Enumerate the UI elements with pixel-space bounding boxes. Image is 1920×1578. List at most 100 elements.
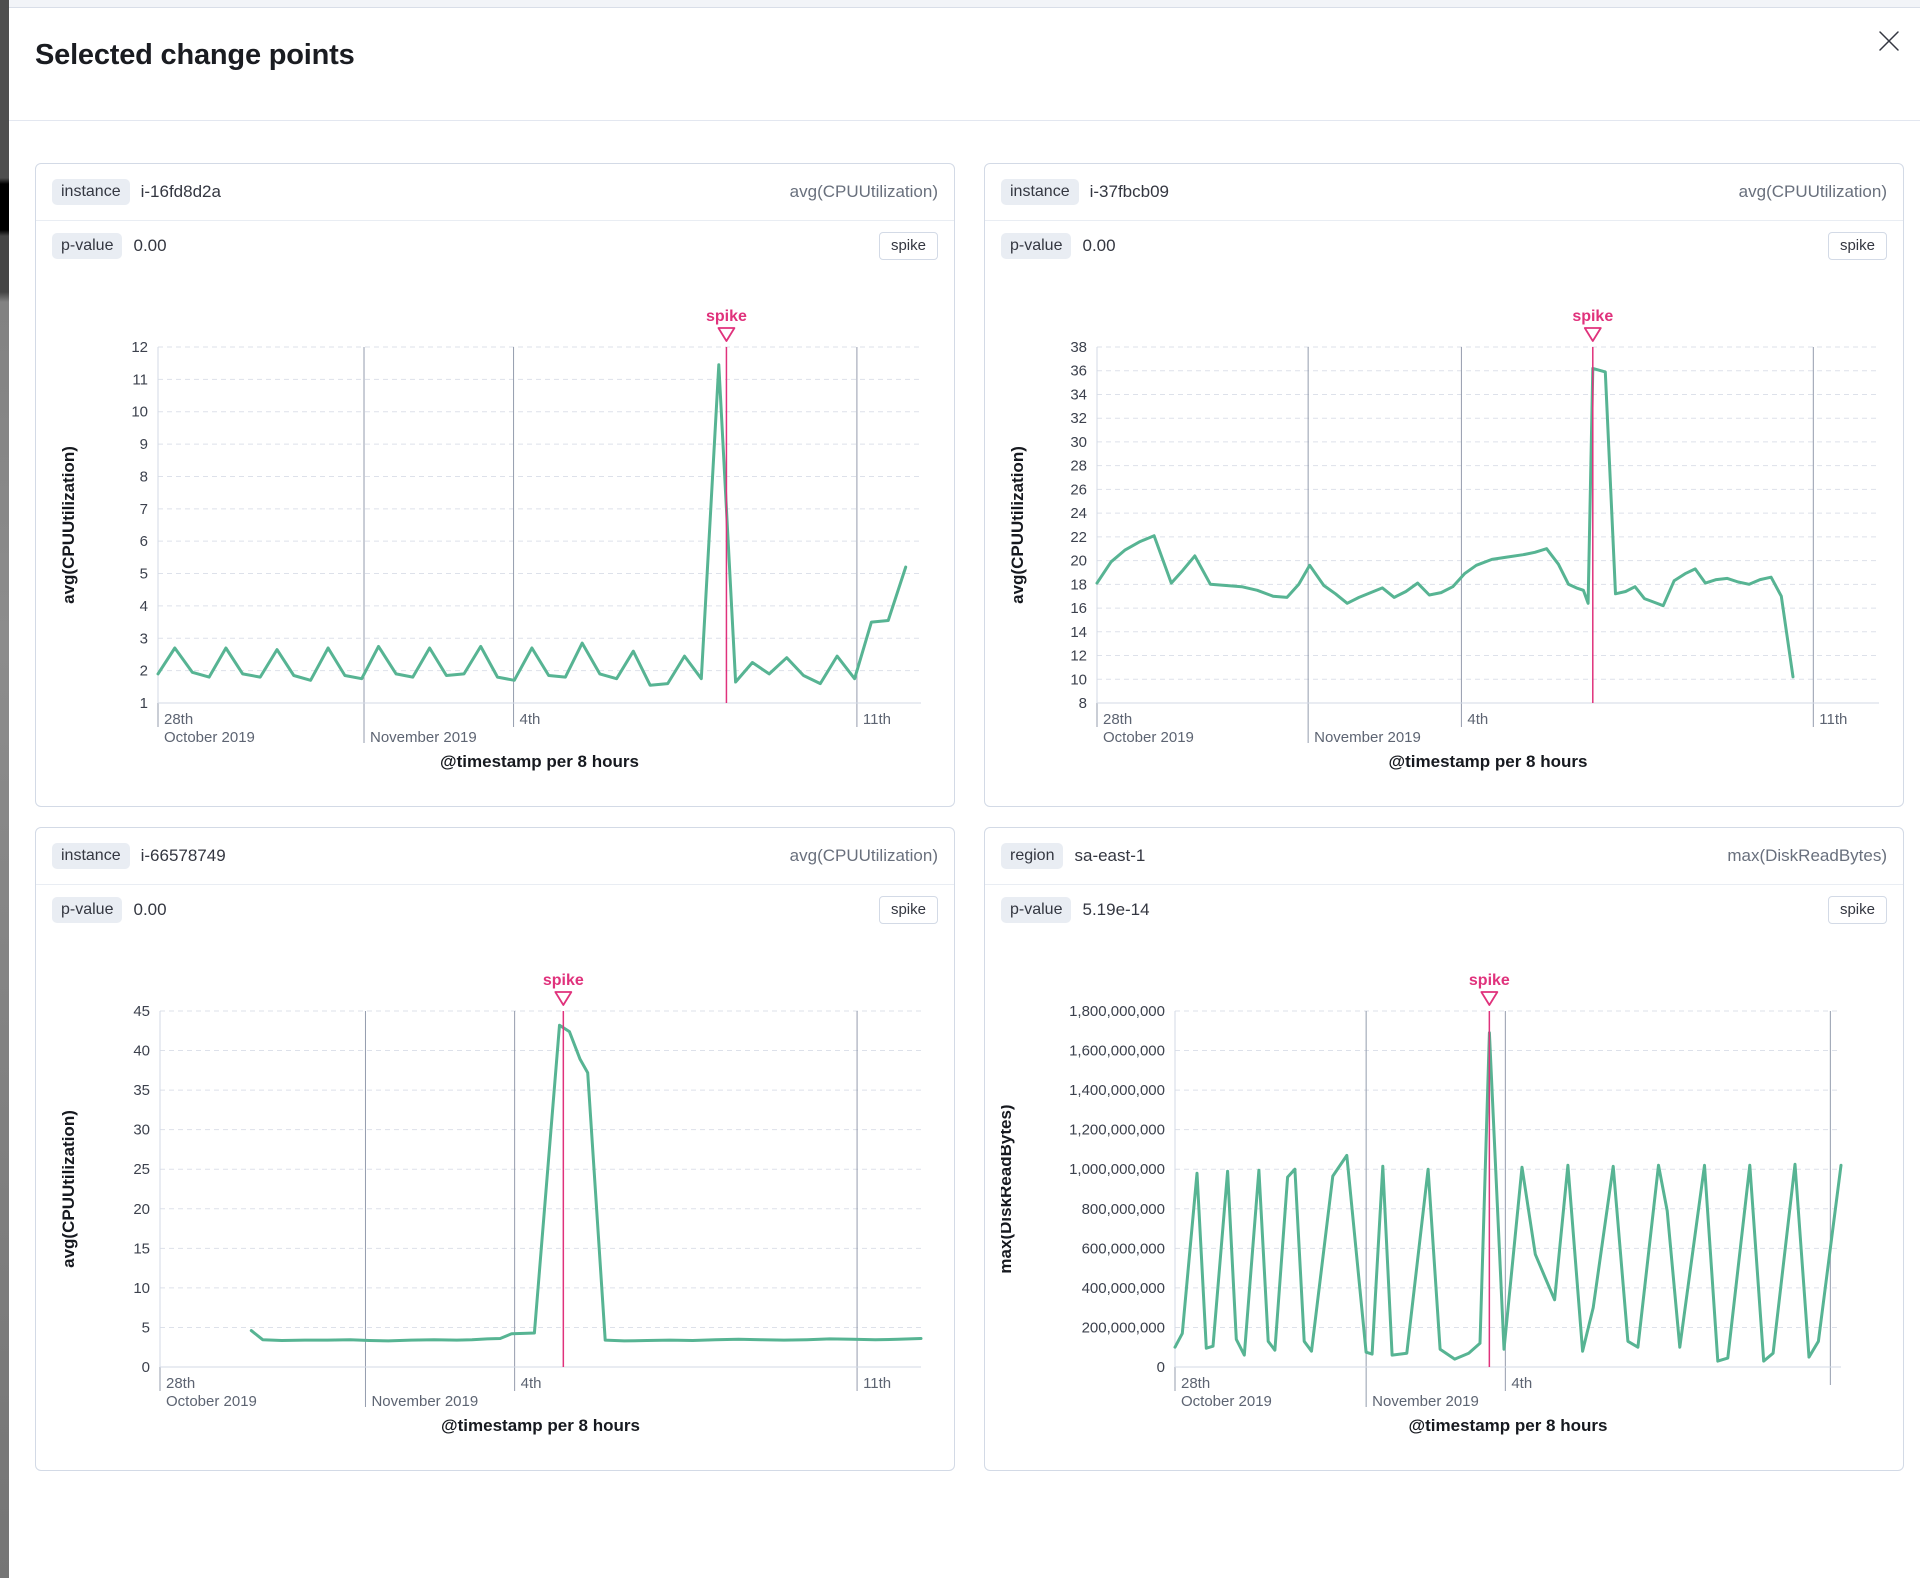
svg-text:5: 5 (142, 1319, 150, 1336)
svg-text:4th: 4th (520, 711, 541, 728)
pvalue-value: 5.19e-14 (1082, 900, 1150, 919)
svg-text:32: 32 (1070, 410, 1087, 427)
svg-text:1,600,000,000: 1,600,000,000 (1069, 1043, 1165, 1060)
svg-text:spike: spike (1572, 308, 1613, 325)
close-icon[interactable] (1872, 24, 1906, 58)
field-value: i-66578749 (140, 846, 226, 865)
svg-text:38: 38 (1070, 339, 1087, 356)
svg-text:28th: 28th (166, 1375, 195, 1392)
svg-text:200,000,000: 200,000,000 (1082, 1319, 1165, 1336)
field-value: i-16fd8d2a (140, 182, 221, 201)
svg-text:1,200,000,000: 1,200,000,000 (1069, 1122, 1165, 1139)
svg-text:25: 25 (133, 1161, 150, 1178)
svg-text:October 2019: October 2019 (164, 729, 255, 746)
svg-text:34: 34 (1070, 386, 1087, 403)
svg-text:avg(CPUUtilization): avg(CPUUtilization) (59, 446, 78, 604)
modal-top-edge (9, 0, 1920, 8)
svg-text:11th: 11th (863, 1375, 891, 1392)
svg-text:28th: 28th (1181, 1375, 1210, 1392)
field-name-badge: region (1001, 843, 1064, 869)
svg-text:24: 24 (1070, 505, 1087, 522)
svg-text:20: 20 (1070, 553, 1087, 570)
field-value: sa-east-1 (1074, 846, 1146, 865)
svg-text:26: 26 (1070, 481, 1087, 498)
svg-text:14: 14 (1070, 624, 1087, 641)
svg-text:16: 16 (1070, 600, 1087, 617)
svg-text:8: 8 (1079, 695, 1087, 712)
svg-text:40: 40 (133, 1043, 150, 1060)
svg-text:10: 10 (1070, 671, 1087, 688)
svg-text:3: 3 (140, 630, 148, 647)
change-type-badge: spike (1827, 232, 1887, 260)
svg-text:0: 0 (142, 1359, 150, 1376)
svg-text:28th: 28th (164, 711, 193, 728)
svg-text:36: 36 (1070, 363, 1087, 380)
svg-text:4th: 4th (1511, 1375, 1532, 1392)
svg-text:spike: spike (1469, 972, 1510, 989)
pvalue-value: 0.00 (1082, 236, 1116, 255)
svg-text:11th: 11th (863, 711, 891, 728)
field-value: i-37fbcb09 (1089, 182, 1169, 201)
svg-text:800,000,000: 800,000,000 (1082, 1201, 1165, 1218)
panel-header-row: instance i-16fd8d2a avg(CPUUtilization) (36, 164, 954, 221)
change-point-chart: 8 10 12 14 16 18 20 22 24 26 28 30 32 34 36 38 28thOctob… (1008, 308, 1879, 771)
svg-text:8: 8 (140, 468, 148, 485)
background-page-sliver (0, 0, 9, 1578)
svg-text:November 2019: November 2019 (1314, 729, 1421, 746)
svg-text:November 2019: November 2019 (370, 729, 477, 746)
metric-label: avg(CPUUtilization) (1738, 182, 1887, 201)
svg-text:avg(CPUUtilization): avg(CPUUtilization) (59, 1110, 78, 1268)
svg-text:October 2019: October 2019 (1181, 1393, 1272, 1410)
svg-text:12: 12 (131, 339, 148, 356)
svg-text:October 2019: October 2019 (1103, 729, 1194, 746)
svg-text:10: 10 (131, 404, 148, 421)
svg-text:5: 5 (140, 566, 148, 583)
panel-pvalue-row: p-value 5.19e-14 spike (985, 885, 1903, 937)
svg-text:October 2019: October 2019 (166, 1393, 257, 1410)
change-point-panel: instance i-66578749 avg(CPUUtilization) … (35, 827, 955, 1471)
svg-text:2: 2 (140, 663, 148, 680)
change-point-grid: instance i-16fd8d2a avg(CPUUtilization) … (35, 163, 1920, 1471)
field-name-badge: instance (52, 179, 130, 205)
svg-text:10: 10 (133, 1280, 150, 1297)
svg-text:30: 30 (1070, 434, 1087, 451)
svg-text:11th: 11th (1819, 711, 1847, 728)
change-type-badge: spike (878, 896, 938, 924)
svg-text:28: 28 (1070, 458, 1087, 475)
svg-text:max(DiskReadBytes): max(DiskReadBytes) (1001, 1104, 1015, 1273)
svg-text:November 2019: November 2019 (371, 1393, 478, 1410)
svg-text:1,400,000,000: 1,400,000,000 (1069, 1082, 1165, 1099)
svg-text:15: 15 (133, 1240, 150, 1257)
change-type-badge: spike (878, 232, 938, 260)
metric-label: avg(CPUUtilization) (789, 846, 938, 865)
pvalue-badge: p-value (1001, 233, 1072, 259)
svg-text:30: 30 (133, 1122, 150, 1139)
svg-text:1: 1 (140, 695, 148, 712)
svg-text:4: 4 (140, 598, 148, 615)
svg-text:400,000,000: 400,000,000 (1082, 1280, 1165, 1297)
field-name-badge: instance (52, 843, 130, 869)
svg-text:@timestamp per 8 hours: @timestamp per 8 hours (1409, 1416, 1608, 1435)
svg-text:20: 20 (133, 1201, 150, 1218)
svg-text:spike: spike (706, 308, 747, 325)
change-type-badge: spike (1827, 896, 1887, 924)
svg-text:avg(CPUUtilization): avg(CPUUtilization) (1008, 446, 1027, 604)
change-points-modal: Selected change points instance i-16fd8d… (9, 8, 1920, 1578)
pvalue-badge: p-value (52, 897, 123, 923)
svg-text:0: 0 (1157, 1359, 1165, 1376)
svg-text:6: 6 (140, 533, 148, 550)
svg-text:12: 12 (1070, 648, 1087, 665)
svg-text:28th: 28th (1103, 711, 1132, 728)
pvalue-value: 0.00 (133, 900, 167, 919)
svg-text:9: 9 (140, 436, 148, 453)
svg-text:@timestamp per 8 hours: @timestamp per 8 hours (1389, 752, 1588, 771)
svg-text:18: 18 (1070, 576, 1087, 593)
svg-text:600,000,000: 600,000,000 (1082, 1240, 1165, 1257)
pvalue-value: 0.00 (133, 236, 167, 255)
svg-text:35: 35 (133, 1082, 150, 1099)
pvalue-badge: p-value (1001, 897, 1072, 923)
modal-header: Selected change points (9, 8, 1920, 121)
pvalue-badge: p-value (52, 233, 123, 259)
